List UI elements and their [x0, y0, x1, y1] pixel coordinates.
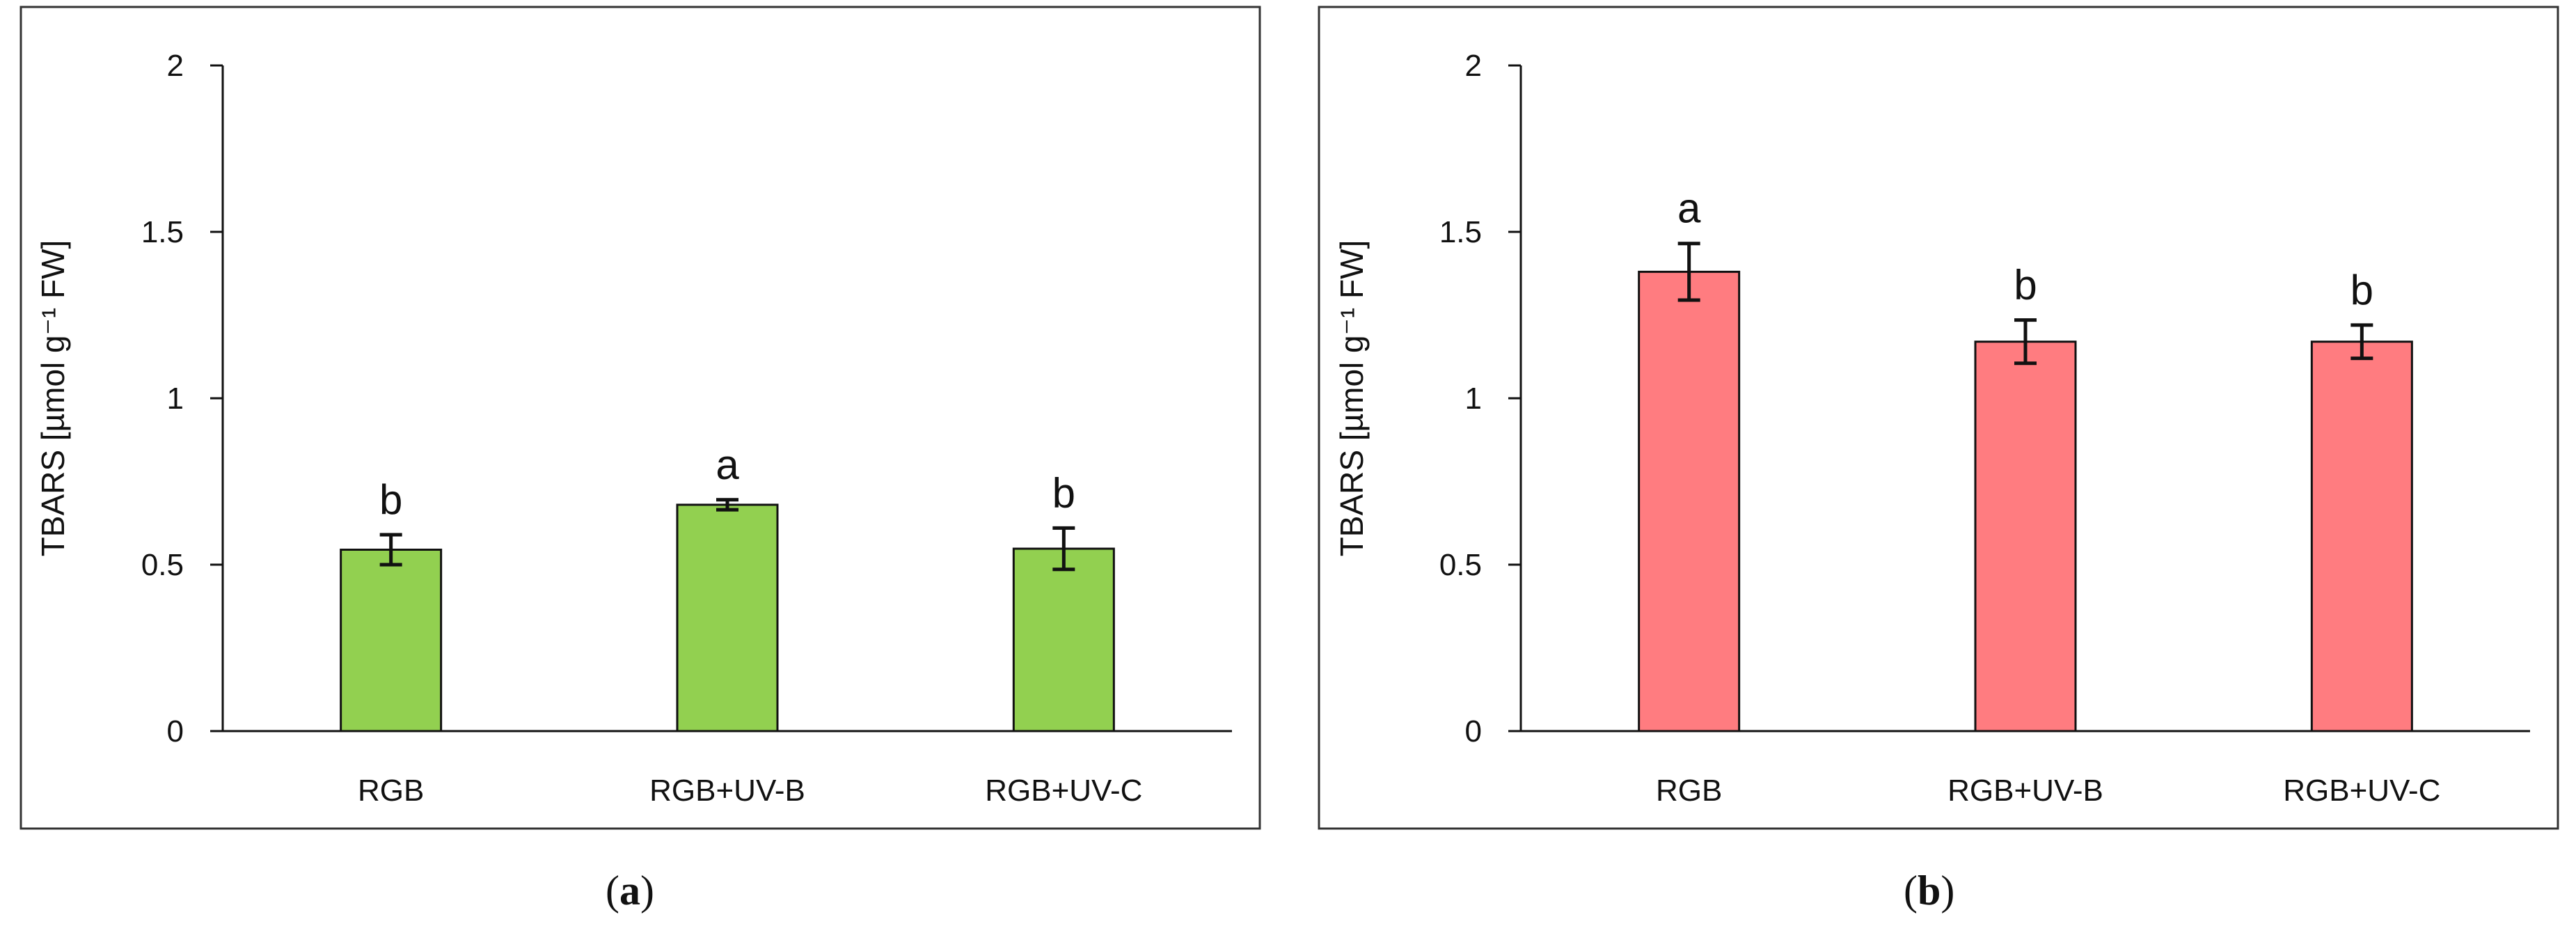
caption-a-close: ) — [640, 868, 654, 914]
y-tick-label: 0.5 — [141, 548, 184, 582]
bar — [2310, 340, 2413, 732]
y-tick-label: 1 — [167, 382, 184, 416]
significance-letter: b — [1052, 469, 1075, 516]
y-tick-label: 0 — [167, 714, 184, 748]
caption-b-close: ) — [1941, 868, 1955, 914]
caption-a-open: ( — [606, 868, 619, 914]
caption-a: (a) — [606, 867, 654, 915]
significance-letter: b — [2014, 262, 2037, 308]
x-tick-label: RGB+UV-B — [649, 774, 805, 808]
caption-a-label: a — [619, 868, 640, 914]
bar — [1638, 270, 1741, 732]
y-tick-label: 1.5 — [1439, 215, 1482, 249]
x-tick-label: RGB+UV-C — [985, 774, 1142, 808]
significance-letter: b — [2350, 267, 2373, 313]
significance-letter: b — [379, 476, 402, 523]
y-tick-label: 1.5 — [141, 215, 184, 249]
y-tick-label: 2 — [167, 49, 184, 83]
chart-panel-b: 0 0.5 1 1.5 2 TBARS [µmol g⁻¹ FW] a RGB b RGB+UV-… — [1318, 6, 2559, 830]
y-tick-label: 1 — [1465, 382, 1482, 416]
y-tick-label: 0.5 — [1439, 548, 1482, 582]
y-tick-label: 0 — [1465, 714, 1482, 748]
bar — [676, 503, 779, 732]
chart-panel-a: 0 0.5 1 1.5 2 TBARS [µmol g⁻¹ FW] b RGB a RGB+UV-… — [19, 6, 1261, 830]
significance-letter: a — [1677, 185, 1701, 232]
significance-letter: a — [716, 441, 739, 488]
x-tick-label: RGB — [1656, 774, 1722, 808]
x-tick-label: RGB — [358, 774, 424, 808]
caption-b: (b) — [1904, 867, 1954, 915]
bar — [340, 548, 443, 732]
y-axis-title: TBARS [µmol g⁻¹ FW] — [1334, 240, 1370, 557]
x-tick-label: RGB+UV-C — [2283, 774, 2440, 808]
caption-b-open: ( — [1904, 868, 1918, 914]
chart-b: 0 0.5 1 1.5 2 TBARS [µmol g⁻¹ FW] a RGB b RGB+UV-… — [1334, 49, 2530, 808]
bar — [1974, 340, 2077, 732]
caption-b-label: b — [1917, 868, 1941, 914]
bar — [1012, 547, 1115, 732]
chart-a: 0 0.5 1 1.5 2 TBARS [µmol g⁻¹ FW] b RGB a RGB+UV-… — [35, 49, 1232, 808]
y-tick-label: 2 — [1465, 49, 1482, 83]
y-axis-title: TBARS [µmol g⁻¹ FW] — [35, 240, 71, 557]
x-tick-label: RGB+UV-B — [1947, 774, 2103, 808]
